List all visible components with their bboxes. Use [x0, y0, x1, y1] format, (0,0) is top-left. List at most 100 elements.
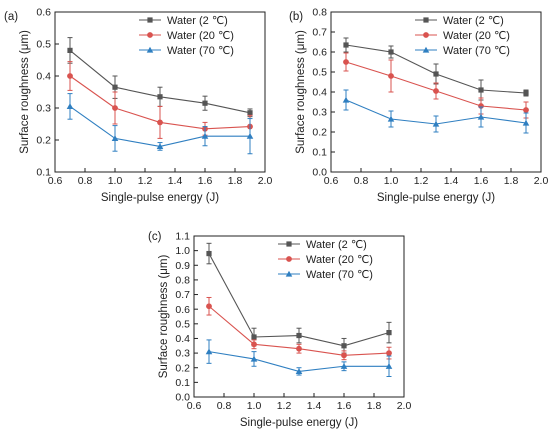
- y-tick-label: 0.2: [175, 362, 190, 374]
- data-point: [296, 332, 302, 339]
- plot-frame: [193, 235, 405, 398]
- data-point: [523, 107, 529, 113]
- y-tick-label: 0.8: [175, 275, 190, 287]
- chart-panel-0: 0.6 0.8 1.0 1.2 1.4 1.6 1.8 2.0 0.1 0.2 0.3 0.4 0.5 0…: [4, 7, 272, 204]
- x-tick-label: 0.6: [324, 175, 339, 187]
- data-point: [341, 352, 347, 359]
- data-point: [67, 47, 73, 53]
- series-0: [67, 37, 253, 118]
- y-tick-label: 0.8: [312, 7, 327, 19]
- legend-entry: Water (20 ℃): [443, 30, 510, 42]
- data-point: [201, 132, 209, 139]
- y-tick-label: 0.1: [175, 377, 190, 389]
- legend: Water (2 ℃) Water (20 ℃) Water (70 ℃): [139, 15, 234, 57]
- data-point: [157, 94, 163, 100]
- y-tick-label: 0.6: [36, 7, 51, 19]
- x-tick-label: 1.2: [277, 400, 292, 412]
- y-tick-label: 0.5: [312, 67, 327, 79]
- data-point: [388, 49, 394, 55]
- y-tick-label: 0.4: [36, 71, 51, 83]
- panel-label: (c): [148, 231, 162, 243]
- legend: Water (2 ℃) Water (20 ℃) Water (70 ℃): [415, 15, 510, 57]
- data-point: [112, 84, 118, 90]
- x-tick-label: 1.4: [444, 175, 459, 187]
- data-point: [477, 113, 485, 120]
- x-tick-label: 1.4: [307, 400, 322, 412]
- y-tick-label: 1.0: [175, 245, 190, 257]
- chart-panel-1: 0.6 0.8 1.0 1.2 1.4 1.6 1.8 2.0 0.0 0.1 0.2 0.3 0.4 0…: [289, 7, 548, 204]
- data-point: [251, 334, 257, 340]
- legend-entry: Water (70 ℃): [443, 45, 510, 57]
- x-tick-label: 1.0: [247, 400, 262, 412]
- data-point: [522, 119, 530, 126]
- x-tick-label: 2.0: [534, 175, 549, 187]
- y-tick-label: 0.4: [175, 333, 190, 345]
- data-point: [205, 348, 213, 355]
- legend-swatch-marker: [285, 270, 293, 277]
- x-tick-label: 1.0: [384, 175, 399, 187]
- data-point: [385, 362, 393, 369]
- data-point: [112, 105, 118, 111]
- y-tick-label: 0.3: [312, 107, 327, 119]
- legend-swatch-marker: [146, 46, 154, 53]
- y-tick-label: 0.0: [312, 167, 327, 179]
- data-point: [386, 350, 392, 356]
- legend: Water (2 ℃) Water (20 ℃) Water (70 ℃): [278, 239, 373, 281]
- data-point: [202, 100, 208, 106]
- series-1: [206, 296, 392, 361]
- data-point: [251, 341, 257, 348]
- x-tick-label: 1.8: [228, 175, 243, 187]
- legend-swatch-marker: [147, 17, 153, 23]
- data-point: [250, 355, 258, 362]
- data-point: [433, 71, 439, 77]
- data-point: [343, 42, 349, 48]
- x-tick-label: 1.6: [198, 175, 213, 187]
- x-tick-label: 0.8: [78, 175, 93, 187]
- chart-panel-2: 0.6 0.8 1.0 1.2 1.4 1.6 1.8 2.0 0.0 0.1 0.2 0.3 0.4 0…: [148, 231, 411, 429]
- legend-swatch-marker: [286, 256, 292, 262]
- data-point: [342, 96, 350, 103]
- y-axis-label: Surface roughness (μm): [19, 30, 31, 154]
- y-tick-label: 0.2: [36, 135, 51, 147]
- x-tick-label: 1.8: [367, 400, 382, 412]
- x-tick-label: 0.8: [354, 175, 369, 187]
- y-tick-label: 0.6: [175, 304, 190, 316]
- legend-entry: Water (2 ℃): [443, 15, 504, 27]
- x-tick-label: 1.8: [504, 175, 519, 187]
- data-point: [523, 90, 529, 96]
- panel-label: (a): [4, 11, 18, 23]
- legend-entry: Water (2 ℃): [306, 239, 367, 251]
- data-point: [387, 115, 395, 122]
- y-tick-label: 0.2: [312, 127, 327, 139]
- data-point: [388, 73, 394, 79]
- x-tick-label: 0.8: [217, 400, 232, 412]
- x-tick-label: 1.6: [337, 400, 352, 412]
- series-2: [66, 93, 254, 155]
- data-point: [478, 87, 484, 93]
- legend-entry: Water (20 ℃): [167, 30, 234, 42]
- x-tick-label: 1.0: [108, 175, 123, 187]
- legend-swatch-marker: [286, 241, 292, 247]
- data-point: [157, 119, 163, 126]
- data-point: [206, 303, 212, 310]
- series-2: [205, 339, 393, 378]
- data-point: [156, 143, 164, 150]
- legend-swatch-marker: [147, 32, 153, 38]
- legend-entry: Water (70 ℃): [167, 45, 234, 57]
- data-point: [246, 132, 254, 139]
- data-point: [386, 330, 392, 336]
- data-point: [206, 250, 212, 257]
- data-point: [296, 345, 302, 352]
- data-point: [111, 135, 119, 142]
- legend-swatch-marker: [422, 46, 430, 53]
- data-point: [295, 368, 303, 375]
- x-tick-label: 2.0: [258, 175, 273, 187]
- y-tick-label: 0.4: [312, 87, 327, 99]
- series-0: [343, 37, 529, 101]
- y-tick-label: 0.3: [175, 348, 190, 360]
- panel-label: (b): [289, 11, 303, 23]
- data-point: [341, 343, 347, 349]
- y-tick-label: 0.1: [312, 147, 327, 159]
- x-tick-label: 1.4: [168, 175, 183, 187]
